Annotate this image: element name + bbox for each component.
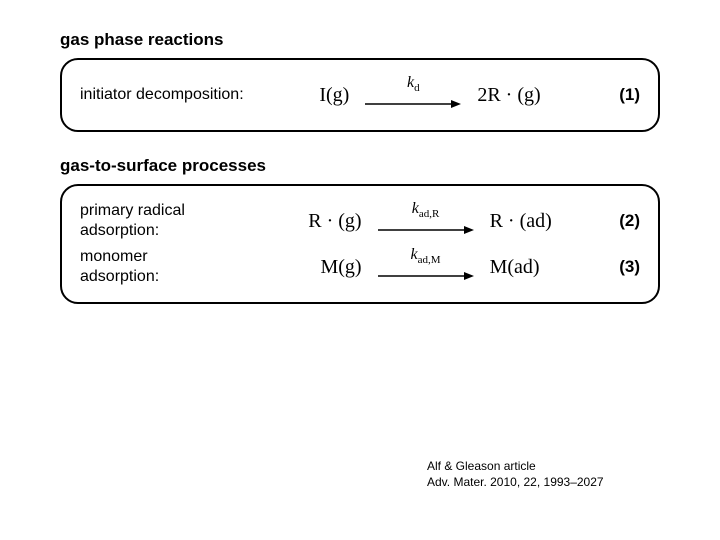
eq-left: M(g) (320, 256, 361, 279)
arrow-icon (378, 264, 474, 287)
eq-right: R · (ad) (490, 210, 552, 233)
box-gas-to-surface: primary radicaladsorption: R · (g) kad,R… (60, 184, 660, 304)
arrow-icon (365, 92, 461, 115)
reaction-row: primary radicaladsorption: R · (g) kad,R… (80, 200, 640, 242)
reaction-equation: M(g) kad,M M(ad) (260, 247, 600, 287)
reaction-row: initiator decomposition: I(g) kd 2R · (g… (80, 74, 640, 116)
equation-number: (1) (600, 85, 640, 105)
reaction-label: primary radicaladsorption: (80, 201, 260, 241)
citation: Alf & Gleason article Adv. Mater. 2010, … (427, 458, 604, 490)
citation-line2: Adv. Mater. 2010, 22, 1993–2027 (427, 474, 604, 490)
reaction-equation: I(g) kd 2R · (g) (260, 75, 600, 115)
reaction-row: monomeradsorption: M(g) kad,M M(ad) (80, 246, 640, 288)
equation-number: (3) (600, 257, 640, 277)
eq-right: 2R · (g) (477, 84, 540, 107)
citation-line1: Alf & Gleason article (427, 458, 604, 474)
arrow-wrap: kad,M (378, 247, 474, 287)
arrow-wrap: kd (365, 75, 461, 115)
eq-left: R · (g) (308, 210, 361, 233)
eq-left: I(g) (319, 84, 349, 107)
reaction-label: initiator decomposition: (80, 85, 260, 105)
section-title-gas-to-surface: gas-to-surface processes (60, 156, 660, 176)
equation-number: (2) (600, 211, 640, 231)
section-title-gas-phase: gas phase reactions (60, 30, 660, 50)
arrow-icon (378, 218, 474, 241)
arrow-wrap: kad,R (378, 201, 474, 241)
eq-right: M(ad) (490, 256, 540, 279)
reaction-equation: R · (g) kad,R R · (ad) (260, 201, 600, 241)
diagram-container: gas phase reactions initiator decomposit… (0, 0, 720, 304)
reaction-label: monomeradsorption: (80, 247, 260, 287)
box-gas-phase: initiator decomposition: I(g) kd 2R · (g… (60, 58, 660, 132)
